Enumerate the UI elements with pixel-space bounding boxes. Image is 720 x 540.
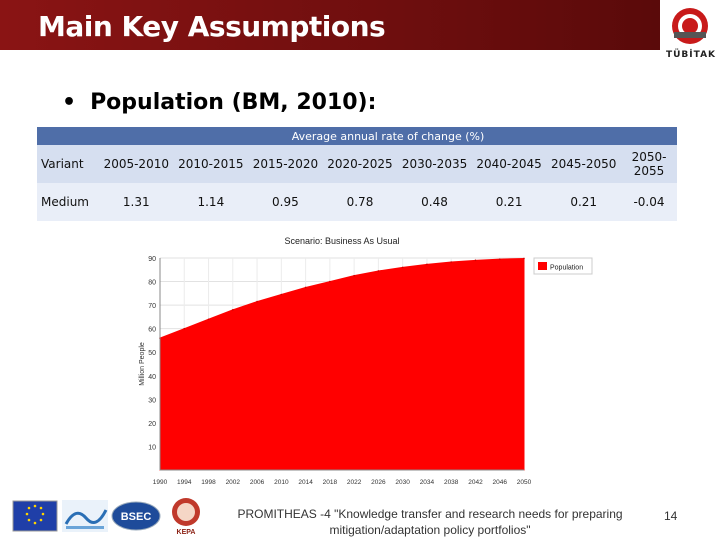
fp-logo-icon [62,500,108,532]
tubitak-logo-icon [672,8,708,44]
population-table: Average annual rate of change (%) Varian… [37,127,677,221]
y-tick-label: 60 [148,327,156,334]
population-point [256,300,258,303]
tubitak-logo-text: TÜBİTAK [665,50,717,60]
table-cell: 1.14 [173,183,249,221]
table-cell-variant: Medium [37,183,99,221]
x-tick-label: 1994 [177,479,192,486]
column-header: 2010-2015 [173,145,249,183]
population-area [159,257,525,471]
bsec-logo-label: BSEC [121,511,152,523]
population-point [280,293,283,296]
population-point [377,270,380,272]
x-tick-label: 1990 [153,479,168,486]
column-header: 2040-2045 [471,145,547,183]
y-tick-label: 80 [148,280,156,287]
chart-title: Scenario: Business As Usual [284,236,399,246]
bullet-item: • Population (BM, 2010): [62,90,376,115]
x-tick-label: 2046 [492,479,507,486]
chart-svg: Scenario: Business As Usual1020304050607… [139,236,593,486]
table-header-blank [37,127,99,145]
table-cell: 1.31 [99,183,174,221]
column-header: 2005-2010 [99,145,174,183]
population-point [401,266,404,269]
slide-title: Main Key Assumptions [38,10,386,43]
x-tick-label: 2030 [395,479,410,486]
population-point [474,259,477,262]
x-tick-label: 2010 [274,479,289,486]
y-tick-label: 40 [148,374,156,381]
kepa-logo-icon: KEPA [172,498,200,536]
x-tick-label: 2034 [420,479,435,486]
x-tick-label: 1998 [201,479,216,486]
x-tick-label: 2014 [298,479,313,486]
table-row: Medium 1.31 1.14 0.95 0.78 0.48 0.21 0.2… [37,183,677,221]
y-tick-label: 90 [148,256,156,263]
x-tick-label: 2050 [517,479,532,486]
x-tick-label: 2006 [250,479,265,486]
population-point [523,257,525,260]
column-header: Variant [37,145,99,183]
population-point [329,280,331,283]
kepa-logo-label: KEPA [177,529,196,536]
population-point [183,327,186,330]
population-point [498,258,501,260]
population-point [232,309,234,311]
y-tick-label: 30 [148,397,156,404]
x-tick-label: 2038 [444,479,459,486]
table-cell: 0.21 [546,183,621,221]
y-tick-label: 20 [148,421,156,428]
table-group-header: Average annual rate of change (%) [99,127,677,145]
y-axis-label: Million People [139,342,146,386]
y-tick-label: 50 [148,350,156,357]
table-cell: 0.95 [248,183,323,221]
x-tick-label: 2026 [371,479,386,486]
page-number: 14 [664,509,678,523]
footer-text: PROMITHEAS -4 "Knowledge transfer and re… [237,507,623,537]
population-chart: Scenario: Business As Usual 10 20 30 40 50 60 7… [132,230,598,488]
title-bar: Main Key Assumptions [0,0,660,50]
y-tick-label: 10 [148,444,156,451]
x-tick-label: 2042 [468,479,483,486]
legend-label: Population [550,265,583,272]
population-point [426,263,428,266]
x-tick-label: 2018 [323,479,338,486]
legend-box [533,257,593,275]
x-tick-label: 2002 [226,479,241,486]
bullet-dot-icon: • [62,90,77,115]
bsec-logo-icon: BSEC [111,501,161,531]
table-cell: 0.48 [397,183,472,221]
table-column-header-row: Variant 2005-2010 2010-2015 2015-2020 20… [37,145,677,183]
population-point [304,286,307,289]
eu-flag-logo-icon [12,500,58,532]
column-header: 2030-2035 [397,145,472,183]
column-header: 2045-2050 [546,145,621,183]
y-tick-label: 70 [148,303,156,310]
bullet-text: Population (BM, 2010): [90,90,377,115]
table-cell: 0.21 [471,183,547,221]
x-tick-label: 2022 [347,479,362,486]
population-point [207,318,210,321]
column-header: 2020-2025 [322,145,398,183]
table-cell: 0.78 [322,183,398,221]
legend-swatch [538,262,547,270]
table-cell: -0.04 [621,183,677,221]
column-header: 2050-2055 [621,145,677,183]
table-group-header-row: Average annual rate of change (%) [37,127,677,145]
column-header: 2015-2020 [248,145,323,183]
population-point [353,274,355,277]
population-point [450,261,453,263]
